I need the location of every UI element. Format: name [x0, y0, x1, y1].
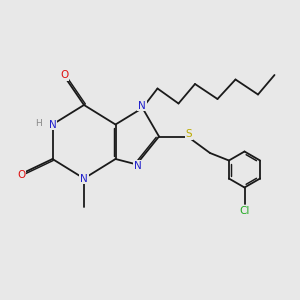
Text: O: O — [17, 170, 25, 181]
Text: O: O — [60, 70, 69, 80]
Text: N: N — [80, 173, 88, 184]
Text: N: N — [49, 119, 56, 130]
Text: Cl: Cl — [239, 206, 250, 216]
Text: N: N — [134, 161, 142, 171]
Text: S: S — [186, 129, 192, 139]
Text: N: N — [138, 100, 146, 111]
Text: H: H — [35, 119, 41, 128]
